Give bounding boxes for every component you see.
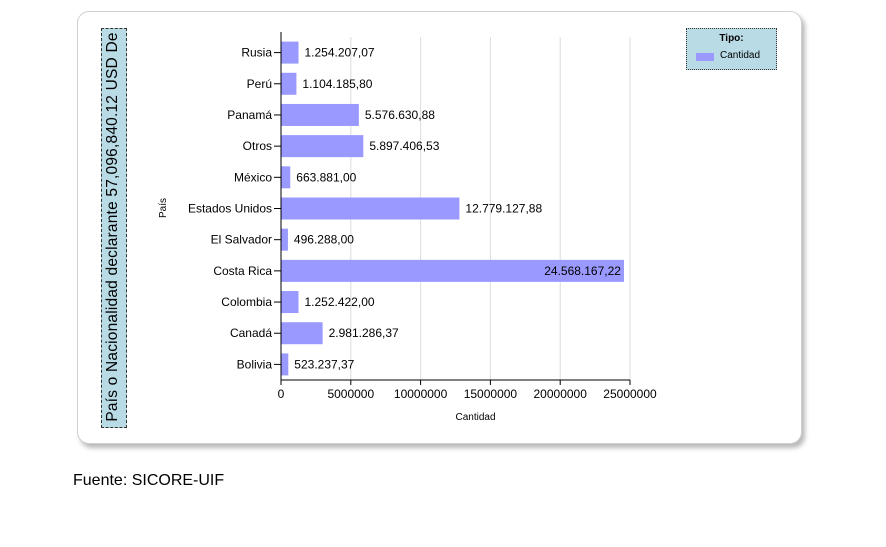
data-label: 1.252.422,00 — [304, 295, 374, 309]
data-label: 523.237,37 — [294, 357, 354, 371]
bar — [281, 259, 624, 282]
y-axis-title: País — [158, 198, 169, 218]
legend-label: Cantidad — [720, 50, 761, 61]
bar — [281, 353, 289, 376]
y-tick-label: Canadá — [230, 326, 272, 340]
data-label: 663.881,00 — [296, 170, 356, 184]
y-tick-label: Perú — [247, 77, 272, 91]
legend-title: Tipo: — [719, 33, 744, 44]
data-label: 496.288,00 — [294, 233, 354, 247]
bar — [281, 228, 288, 251]
data-label: 1.254.207,07 — [305, 46, 375, 60]
data-label: 24.568.167,22 — [544, 264, 621, 278]
data-label: 1.104.185,80 — [302, 77, 372, 91]
data-label: 12.779.127,88 — [465, 202, 542, 216]
y-tick-label: Costa Rica — [213, 264, 272, 278]
chart-card — [77, 11, 802, 444]
y-tick-label: Bolivia — [237, 357, 273, 371]
y-tick-label: Panamá — [227, 108, 272, 122]
bar — [281, 103, 359, 126]
legend: Tipo: Cantidad — [686, 28, 777, 70]
bar — [281, 322, 323, 345]
y-tick-label: Colombia — [221, 295, 272, 309]
y-tick-label: Otros — [243, 139, 272, 153]
data-label: 5.576.630,88 — [365, 108, 435, 122]
x-tick-label: 15000000 — [464, 387, 518, 401]
data-label: 5.897.406,53 — [369, 139, 439, 153]
source-note: Fuente: SICORE-UIF — [73, 472, 225, 489]
x-tick-label: 25000000 — [603, 387, 657, 401]
bar — [281, 197, 460, 220]
bar — [281, 41, 299, 64]
x-tick-label: 0 — [278, 387, 285, 401]
y-tick-label: Estados Unidos — [188, 202, 272, 216]
x-tick-label: 20000000 — [534, 387, 588, 401]
legend-swatch — [696, 53, 714, 61]
y-tick-label: Rusia — [241, 46, 272, 60]
x-axis-title: Cantidad — [455, 412, 495, 423]
bar — [281, 135, 364, 158]
bar — [281, 291, 299, 314]
y-tick-label: El Salvador — [211, 233, 272, 247]
bar — [281, 72, 297, 95]
y-tick-label: México — [234, 170, 272, 184]
x-tick-label: 10000000 — [394, 387, 448, 401]
data-label: 2.981.286,37 — [329, 326, 399, 340]
bar — [281, 166, 291, 189]
x-tick-label: 5000000 — [327, 387, 374, 401]
chart-title-box — [101, 28, 127, 428]
